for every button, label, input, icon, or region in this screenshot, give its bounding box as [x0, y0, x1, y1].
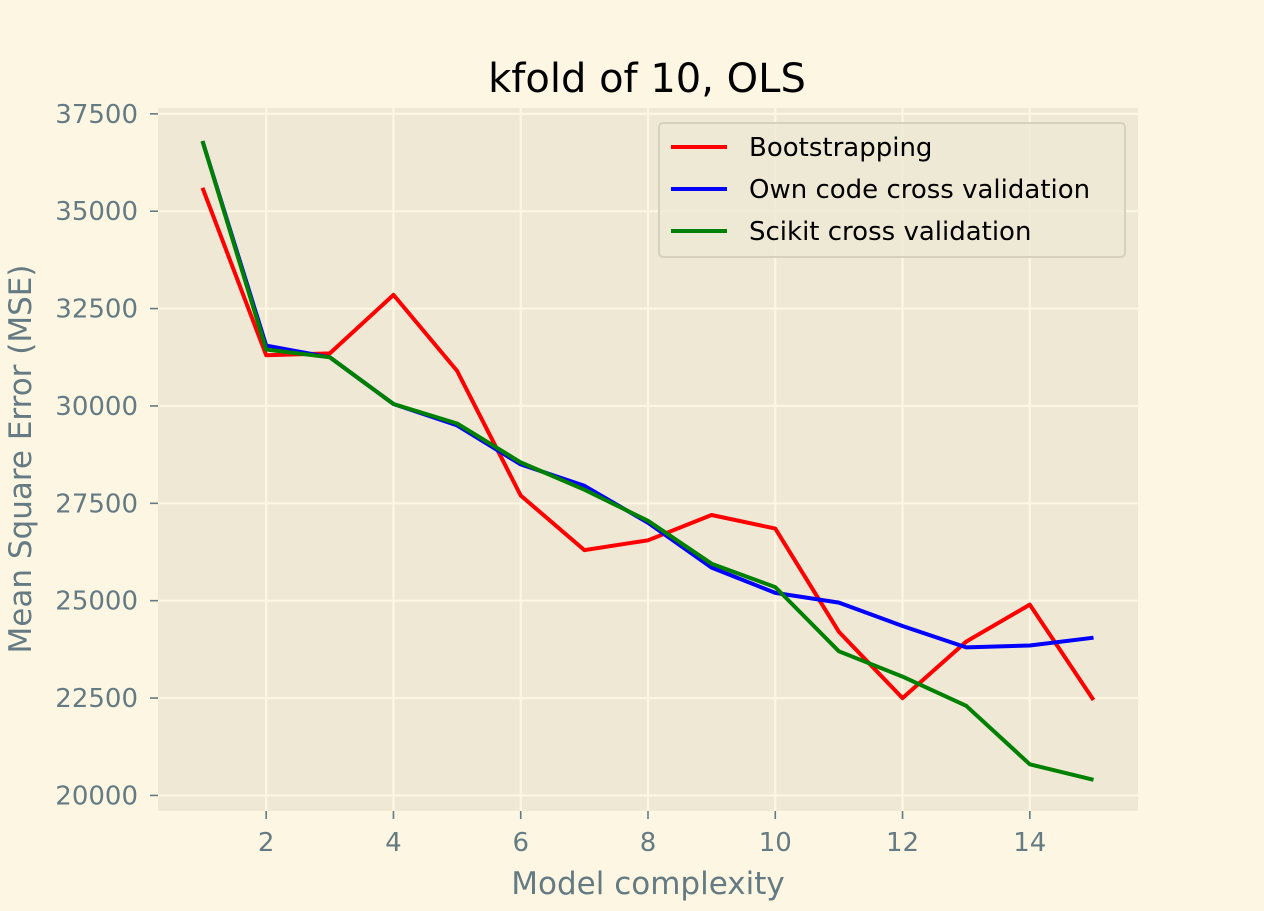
legend-box: [658, 122, 1126, 258]
legend-label-3: Scikit cross validation: [749, 217, 1031, 247]
legend-label-2: Own code cross validation: [749, 175, 1090, 205]
y-tick-label: 27500: [55, 489, 138, 519]
y-tick-label: 32500: [55, 295, 138, 325]
y-tick-label: 30000: [55, 392, 138, 422]
y-tick-label: 37500: [55, 100, 138, 130]
series-line-3: [200, 140, 1094, 782]
series-line-1: [200, 187, 1096, 702]
y-tick-label: 20000: [55, 781, 138, 811]
x-tick-label: 6: [512, 828, 529, 858]
x-tick-label: 12: [886, 828, 919, 858]
x-tick-label: 10: [759, 828, 792, 858]
legend: Bootstrapping Own code cross validation Sc…: [658, 122, 1126, 258]
y-tick-label: 35000: [55, 197, 138, 227]
y-tick-label: 22500: [55, 684, 138, 714]
y-tick-label: 25000: [55, 587, 138, 617]
x-tick-label: 4: [385, 828, 402, 858]
axis-ticks: 2 4 6 8 10 12 14 20000 22500 25000 27500 30000 32500…: [55, 100, 1046, 858]
y-axis-label: Mean Square Error (MSE): [3, 265, 39, 654]
x-tick-label: 14: [1013, 828, 1046, 858]
chart-title: kfold of 10, OLS: [488, 56, 806, 102]
x-tick-label: 2: [258, 828, 275, 858]
x-tick-label: 8: [640, 828, 657, 858]
series-lines: [200, 140, 1096, 782]
legend-label-1: Bootstrapping: [749, 133, 932, 163]
x-axis-label: Model complexity: [511, 866, 784, 902]
